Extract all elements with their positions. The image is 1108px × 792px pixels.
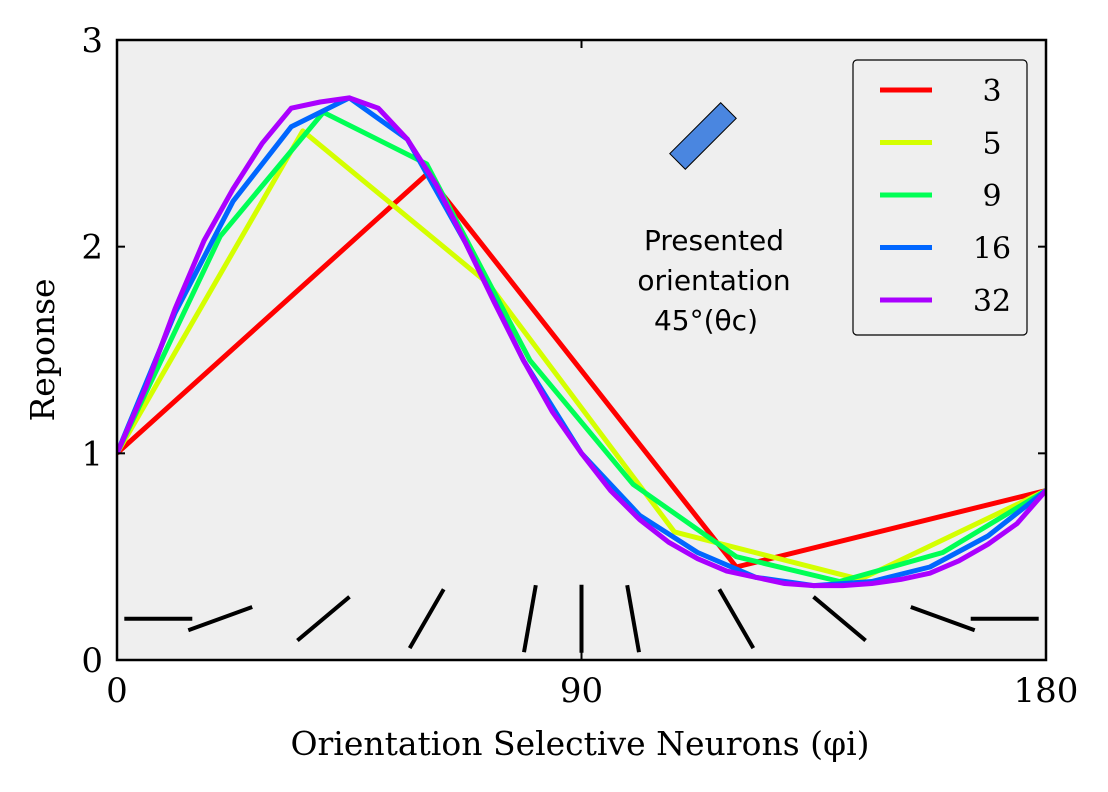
orientation-markers: [124, 584, 1039, 653]
presented-orientation-annotation: Presented orientation 45°(θc): [637, 102, 791, 337]
x-tick-label: 0: [106, 671, 128, 711]
legend-box: [852, 59, 1028, 336]
series-line-32: [117, 95, 1046, 589]
series-line-3: [117, 171, 1046, 570]
orientation-marker: [407, 588, 446, 650]
x-tick-label: 90: [560, 671, 603, 711]
legend: 3 5 9 16 32: [852, 59, 1028, 336]
y-tick-label: 1: [81, 434, 103, 474]
legend-label-9: 9: [982, 179, 1001, 214]
orientation-marker: [296, 595, 351, 643]
y-tick-label: 3: [81, 21, 103, 61]
orientation-marker: [910, 605, 976, 633]
presented-text-line3: 45°(θc): [654, 304, 758, 337]
legend-label-5: 5: [982, 127, 1001, 162]
orientation-marker: [717, 588, 756, 650]
orientation-marker: [522, 584, 538, 653]
legend-label-16: 16: [973, 232, 1011, 267]
series-lines: [117, 95, 1046, 589]
axis-ticks: 0 90 180 0 1 2 3: [81, 21, 1078, 711]
presented-orientation-bar: [669, 102, 737, 170]
orientation-marker: [187, 605, 253, 633]
x-axis-title: Orientation Selective Neurons (φi): [290, 724, 869, 763]
y-tick-label: 0: [81, 641, 103, 681]
series-line-9: [117, 109, 1046, 584]
y-axis-title: Reponse: [23, 278, 62, 421]
presented-text-line2: orientation: [637, 264, 790, 297]
presented-text-line1: Presented: [644, 224, 784, 257]
legend-label-3: 3: [982, 74, 1001, 109]
y-tick-label: 2: [81, 228, 103, 268]
orientation-marker: [625, 584, 641, 653]
x-tick-label: 180: [1014, 671, 1079, 711]
legend-label-32: 32: [973, 284, 1011, 319]
orientation-marker: [812, 595, 867, 643]
